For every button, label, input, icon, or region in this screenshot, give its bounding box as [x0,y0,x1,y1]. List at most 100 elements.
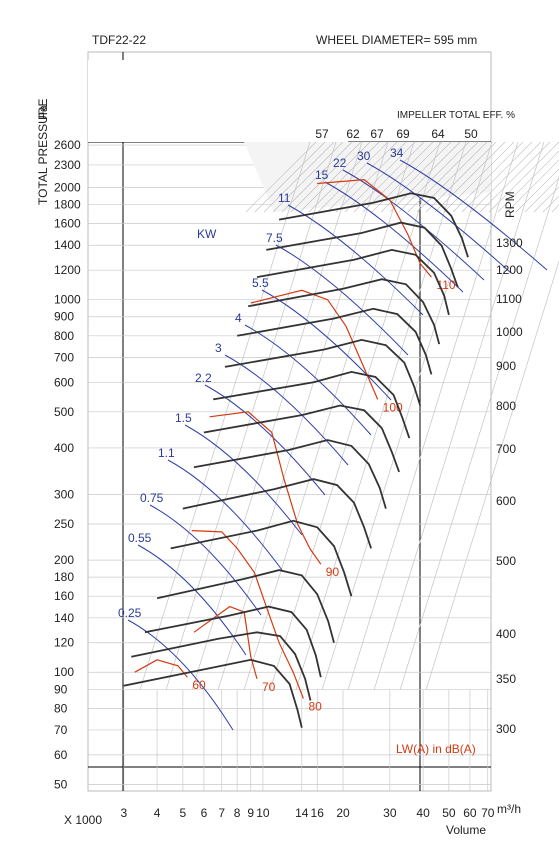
noise-line-90 [209,411,322,565]
hatch-line [524,177,559,213]
rpm-tick-800: 800 [496,399,516,413]
rpm-curve-900 [213,370,411,439]
noise-legend-label: LW(A) in dB(A) [396,742,476,756]
hatch-line [470,141,542,213]
hatched-region [88,60,559,213]
noise-line-100 [250,289,379,400]
hatch-line [245,141,317,213]
hatch-line [407,141,479,213]
rpm-curve-1500 [278,192,469,258]
power-label-1.5: 1.5 [175,411,192,425]
power-line-0.55 [137,544,247,656]
x-tick-6: 6 [201,806,208,820]
rpm-curve-350 [131,631,312,701]
power-line-2.2 [204,384,326,496]
x-tick-14: 14 [295,806,309,820]
axis-labels: TOTAL PRESSURE Pa RPM IMPELLER TOTAL EFF… [36,99,521,837]
x-tick-30: 30 [383,806,397,820]
hatch-line [416,141,488,213]
efficiency-tick-64: 64 [431,127,445,141]
noise-label-60: 60 [192,678,206,692]
efficiency-tick-50: 50 [464,127,478,141]
efficiency-axis-label: IMPELLER TOTAL EFF. % [397,110,515,121]
y-tick-400: 400 [54,441,74,455]
y-tick-500: 500 [54,405,74,419]
y-tick-2000: 2000 [54,181,81,195]
y-tick-1800: 1800 [54,198,81,212]
rpm-curve-400 [144,605,322,678]
hatch-line [317,141,389,213]
x-axis-label: Volume [446,823,486,837]
efficiency-diagonal [295,141,467,691]
rpm-tick-900: 900 [496,359,516,373]
x-tick-3: 3 [120,806,127,820]
x-tick-70: 70 [481,806,495,820]
noise-line-80 [191,530,304,699]
power-label-11: 11 [278,191,291,205]
hatch-line [326,141,398,213]
efficiency-tick-62: 62 [346,127,360,141]
hatch-line [398,141,470,213]
rpm-tick-350: 350 [496,672,516,686]
hatch-mask-left [88,60,348,142]
y-tick-140: 140 [54,611,74,625]
rpm-tick-600: 600 [496,494,516,508]
noise-label-80: 80 [308,700,322,714]
hatch-line [488,141,559,213]
rpm-curve-1400 [266,221,459,288]
y-tick-100: 100 [54,665,74,679]
y-tick-2600: 2600 [54,138,81,152]
noise-line-60 [134,659,188,678]
power-line-11 [287,204,424,316]
hatch-line [353,141,425,213]
y-tick-90: 90 [54,682,68,696]
efficiency-diagonal [243,141,415,691]
power-label-34: 34 [390,146,404,160]
power-label-15: 15 [315,168,329,182]
title-group: TDF22-22 WHEEL DIAMETER= 595 mm [92,33,477,47]
power-label-0.25: 0.25 [118,606,142,620]
hatch-line [272,141,344,213]
hatch-line [551,204,559,213]
x-tick-4: 4 [154,806,161,820]
efficiency-diagonal [321,141,493,691]
efficiency-diagonal [139,141,311,691]
efficiency-diagonal [269,141,441,691]
power-line-1.1 [167,459,283,571]
rpm-curve-1000 [224,338,422,406]
hatch-line [254,141,326,213]
x-multiplier-label: X 1000 [64,813,102,827]
y-tick-800: 800 [54,329,74,343]
efficiency-diagonal [373,141,545,691]
x-tick-9: 9 [247,806,254,820]
rpm-curve-500 [170,519,353,597]
chart-title: TDF22-22 [92,33,146,47]
y-tick-1400: 1400 [54,238,81,252]
plot-border [87,51,492,792]
y-tick-700: 700 [54,350,74,364]
power-label-0.75: 0.75 [140,491,164,505]
gridlines [88,144,491,791]
rpm-tick-1200: 1200 [496,263,523,277]
rpm-curve-450 [156,569,335,643]
hatch-line [506,159,559,213]
noise-label-70: 70 [262,680,276,694]
hatch-line [335,141,407,213]
rpm-curve-1100 [237,307,433,375]
efficiency-diagonal [191,141,363,691]
x-tick-5: 5 [180,806,187,820]
efficiency-lines [139,141,559,691]
power-label: KW [197,227,217,241]
x-tick-40: 40 [416,806,430,820]
hatch-line [452,141,524,213]
y-tick-70: 70 [54,723,68,737]
y-tick-1600: 1600 [54,217,81,231]
power-line-5.5 [261,289,392,401]
power-label-5.5: 5.5 [252,276,269,290]
y-tick-80: 80 [54,701,68,715]
rpm-curve-300 [123,658,303,728]
y-tick-50: 50 [54,777,68,791]
y-unit-label: Pa [36,105,50,120]
y-tick-180: 180 [54,570,74,584]
